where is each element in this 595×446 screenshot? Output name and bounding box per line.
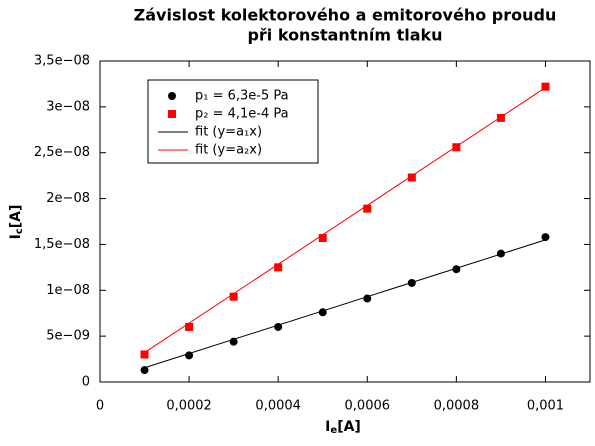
x-tick-label: 0 — [96, 399, 104, 414]
point — [496, 113, 505, 122]
point — [185, 322, 194, 331]
legend-label: fit (y=a₁x) — [195, 125, 262, 140]
point — [229, 292, 238, 301]
y-tick-label: 1,5e−08 — [34, 237, 90, 252]
point — [140, 366, 149, 375]
legend-marker — [168, 110, 176, 118]
fit-line — [144, 239, 546, 369]
chart-title: Závislost kolektorového a emitorového pr… — [134, 6, 557, 25]
legend-label: p₁ = 6,3e-5 Pa — [195, 89, 289, 104]
x-tick-label: 0,0004 — [255, 399, 301, 414]
y-tick-label: 2e−08 — [46, 191, 90, 206]
point — [140, 350, 149, 359]
point — [274, 263, 283, 272]
y-tick-label: 2,5e−08 — [34, 145, 90, 160]
x-tick-label: 0,0008 — [434, 399, 480, 414]
y-tick-label: 5e−09 — [46, 329, 90, 344]
x-axis-label: Ie[A] — [325, 419, 361, 436]
point — [541, 233, 550, 242]
fit-line — [144, 87, 546, 353]
y-tick-label: 3,5e−08 — [34, 54, 90, 69]
y-tick-label: 0 — [82, 375, 90, 390]
y-axis-label: Ic[A] — [8, 205, 25, 240]
legend-label: fit (y=a₂x) — [195, 143, 262, 158]
y-tick-label: 1e−08 — [46, 283, 90, 298]
chart-title: při konstantním tlaku — [247, 26, 442, 45]
legend-box — [147, 79, 319, 164]
legend-marker — [168, 92, 176, 100]
x-tick-label: 0,001 — [527, 399, 564, 414]
point — [318, 234, 327, 243]
legend-label: p₂ = 4,1e-4 Pa — [195, 107, 289, 122]
y-tick-label: 3e−08 — [46, 99, 90, 114]
plot-frame — [99, 60, 591, 383]
point — [407, 173, 416, 182]
x-tick-label: 0,0002 — [166, 399, 212, 414]
x-tick-label: 0,0006 — [345, 399, 391, 414]
point — [363, 204, 372, 213]
point — [452, 143, 461, 152]
point — [541, 82, 550, 91]
